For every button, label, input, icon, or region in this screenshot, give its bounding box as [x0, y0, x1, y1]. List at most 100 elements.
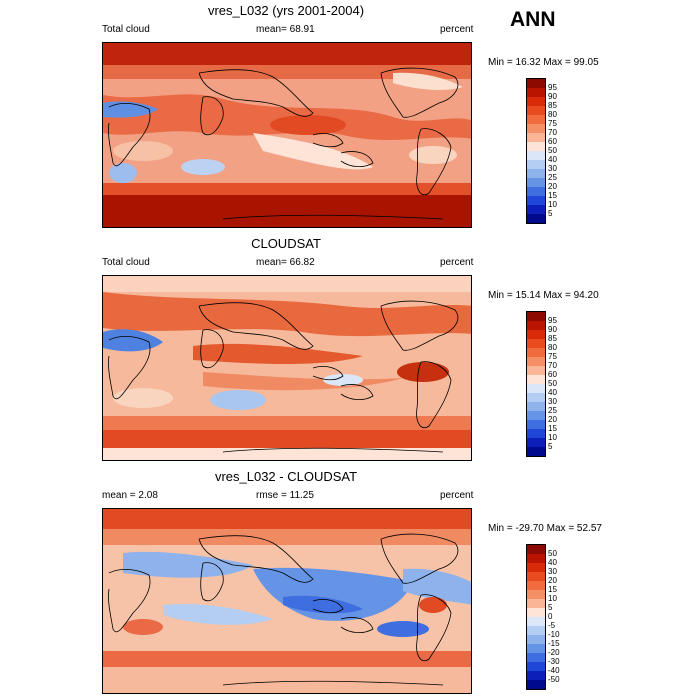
panel3-colorbar-tick: -50: [548, 675, 560, 684]
panel1-colorbar-tick: 50: [548, 146, 557, 155]
panel2-colorbar-tick: 50: [548, 379, 557, 388]
panel1-colorbar-tick: 95: [548, 83, 557, 92]
panel3-colorbar: [526, 544, 546, 690]
panel1-colorbar: [526, 78, 546, 224]
panel2-colorbar-tick: 25: [548, 406, 557, 415]
panel2-colorbar-tick: 5: [548, 442, 553, 451]
panel2-colorbar-box: [527, 384, 545, 393]
panel2-mean-label: mean= 66.82: [256, 257, 315, 268]
panel3-colorbar-box: [527, 680, 545, 689]
panel2-colorbar-tick: 30: [548, 397, 557, 406]
panel3-colorbar-box: [527, 572, 545, 581]
panel3-colorbar-tick: 40: [548, 558, 557, 567]
panel1-colorbar-tick: 90: [548, 92, 557, 101]
panel2-colorbar-box: [527, 447, 545, 456]
panel1-colorbar-tick: 5: [548, 209, 553, 218]
panel3-colorbar-box: [527, 626, 545, 635]
panel3-colorbar-tick: 15: [548, 585, 557, 594]
panel2-colorbar-box: [527, 438, 545, 447]
panel2-left-label: Total cloud: [102, 257, 150, 268]
panel1-colorbar-box: [527, 97, 545, 106]
panel3-colorbar-box: [527, 599, 545, 608]
panel2-colorbar: [526, 311, 546, 457]
panel3-colorbar-tick: -20: [548, 648, 560, 657]
panel3-colorbar-box: [527, 608, 545, 617]
panel1-colorbar-box: [527, 151, 545, 160]
panel2-colorbar-tick: 60: [548, 370, 557, 379]
panel2-colorbar-box: [527, 312, 545, 321]
panel3-colorbar-box: [527, 662, 545, 671]
panel1-units-label: percent: [440, 24, 474, 35]
panel2-colorbar-box: [527, 357, 545, 366]
panel3-colorbar-tick: 0: [548, 612, 553, 621]
panel2-colorbar-box: [527, 402, 545, 411]
panel2-colorbar-box: [527, 348, 545, 357]
panel3-colorbar-tick: -40: [548, 666, 560, 675]
panel2-colorbar-tick: 70: [548, 361, 557, 370]
panel2-colorbar-tick: 80: [548, 343, 557, 352]
season-label: ANN: [510, 8, 556, 31]
panel2-minmax: Min = 15.14 Max = 94.20: [488, 290, 599, 301]
panel1-colorbar-box: [527, 214, 545, 223]
panel3-colorbar-tick: -15: [548, 639, 560, 648]
panel3-colorbar-box: [527, 635, 545, 644]
panel3-colorbar-box: [527, 617, 545, 626]
panel1-colorbar-box: [527, 178, 545, 187]
panel2-map: [102, 275, 472, 461]
panel3-rmse-label: rmse = 11.25: [256, 490, 314, 501]
panel3-map: [102, 508, 472, 694]
panel3-colorbar-tick: 30: [548, 567, 557, 576]
panel1-colorbar-tick: 30: [548, 164, 557, 173]
panel1-colorbar-box: [527, 79, 545, 88]
panel2-colorbar-tick: 85: [548, 334, 557, 343]
panel3-colorbar-tick: -30: [548, 657, 560, 666]
panel2-colorbar-tick: 20: [548, 415, 557, 424]
panel3-colorbar-tick: -5: [548, 621, 556, 630]
panel3-colorbar-tick: 10: [548, 594, 557, 603]
panel3-colorbar-box: [527, 554, 545, 563]
panel3-colorbar-box: [527, 581, 545, 590]
panel2-colorbar-box: [527, 375, 545, 384]
panel1-minmax: Min = 16.32 Max = 99.05: [488, 57, 599, 68]
panel1-colorbar-tick: 80: [548, 110, 557, 119]
panel1-left-label: Total cloud: [102, 24, 150, 35]
panel2-colorbar-tick: 10: [548, 433, 557, 442]
panel2-colorbar-tick: 95: [548, 316, 557, 325]
panel1-colorbar-box: [527, 187, 545, 196]
panel3-units-label: percent: [440, 490, 474, 501]
panel3-colorbar-tick: 20: [548, 576, 557, 585]
panel1-colorbar-box: [527, 124, 545, 133]
panel1-colorbar-box: [527, 133, 545, 142]
panel1-colorbar-box: [527, 196, 545, 205]
panel1-colorbar-tick: 70: [548, 128, 557, 137]
panel2-units-label: percent: [440, 257, 474, 268]
panel2-colorbar-box: [527, 339, 545, 348]
panel2-colorbar-box: [527, 321, 545, 330]
panel1-mean-label: mean= 68.91: [256, 24, 315, 35]
panel1-colorbar-box: [527, 205, 545, 214]
panel1-colorbar-tick: 75: [548, 119, 557, 128]
panel1-colorbar-box: [527, 115, 545, 124]
panel2-colorbar-tick: 90: [548, 325, 557, 334]
panel1-colorbar-box: [527, 142, 545, 151]
panel2-colorbar-box: [527, 330, 545, 339]
panel2-colorbar-tick: 15: [548, 424, 557, 433]
panel3-colorbar-tick: 5: [548, 603, 553, 612]
panel2-colorbar-tick: 75: [548, 352, 557, 361]
panel2-colorbar-box: [527, 411, 545, 420]
panel2-colorbar-box: [527, 393, 545, 402]
panel2-title: CLOUDSAT: [251, 236, 321, 251]
panel1-colorbar-tick: 10: [548, 200, 557, 209]
panel3-colorbar-box: [527, 563, 545, 572]
panel1-colorbar-tick: 15: [548, 191, 557, 200]
panel1-colorbar-box: [527, 88, 545, 97]
panel2-colorbar-box: [527, 420, 545, 429]
panel1-colorbar-tick: 25: [548, 173, 557, 182]
panel2-colorbar-tick: 40: [548, 388, 557, 397]
panel1-colorbar-box: [527, 169, 545, 178]
panel3-colorbar-tick: -10: [548, 630, 560, 639]
panel3-colorbar-box: [527, 545, 545, 554]
panel1-map: [102, 42, 472, 228]
panel1-colorbar-tick: 20: [548, 182, 557, 191]
panel1-colorbar-box: [527, 106, 545, 115]
